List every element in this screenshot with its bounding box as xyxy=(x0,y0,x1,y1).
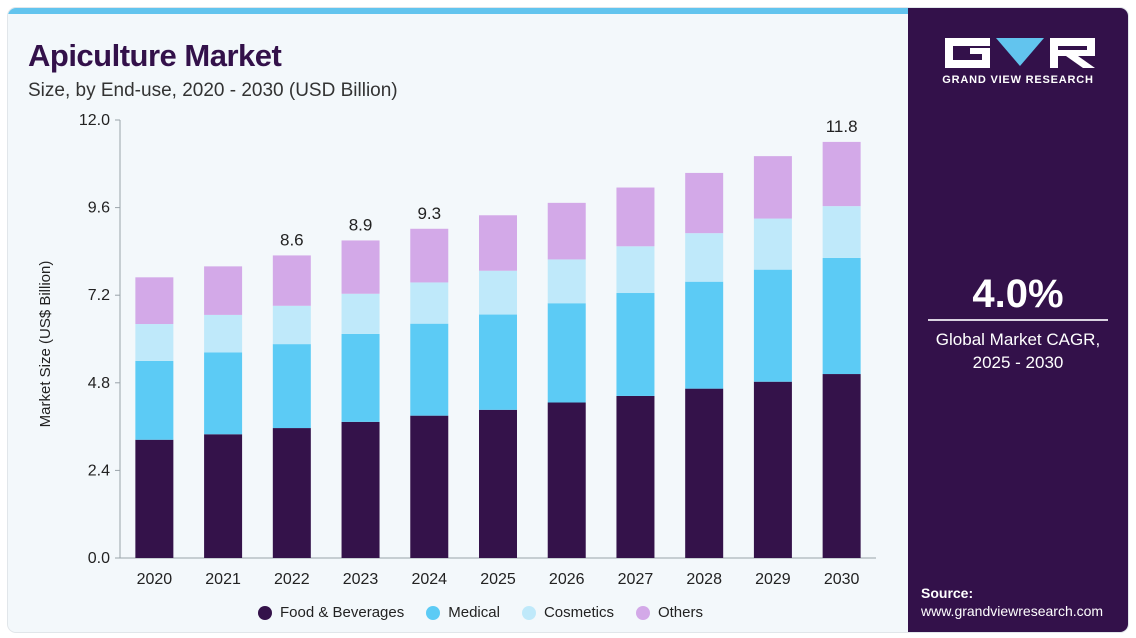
stacked-bar-chart: Market Size (US$ Billion) 0.0 2.4 4.8 7.2 9.… xyxy=(37,112,876,588)
bar-segment-others-2021 xyxy=(204,266,243,315)
bar-segment-cosmetics-2030 xyxy=(822,206,861,258)
x-tick-label: 2021 xyxy=(205,571,241,588)
bar-segment-food-beverages-2030 xyxy=(822,374,861,558)
legend-item-medical: Medical xyxy=(426,604,500,621)
bar-segment-cosmetics-2021 xyxy=(204,314,243,353)
x-tick-label: 2023 xyxy=(343,571,379,588)
bar-segment-medical-2020 xyxy=(135,360,174,440)
x-tick-label: 2022 xyxy=(274,571,310,588)
bar-segment-cosmetics-2023 xyxy=(341,293,380,334)
bar-segment-medical-2025 xyxy=(479,314,517,410)
x-tick-label: 2028 xyxy=(686,571,722,588)
bar-segment-food-beverages-2021 xyxy=(204,434,243,558)
y-axis-title: Market Size (US$ Billion) xyxy=(37,261,54,428)
x-tick-label: 2025 xyxy=(480,571,516,588)
accent-strip xyxy=(8,8,908,14)
bar-segment-medical-2024 xyxy=(410,323,449,416)
bar-segment-others-2022 xyxy=(272,255,311,306)
source-label: Source: xyxy=(921,585,974,601)
bar-segment-food-beverages-2025 xyxy=(479,409,517,558)
bar-segment-others-2027 xyxy=(616,187,655,247)
bar-segment-medical-2023 xyxy=(341,333,380,422)
info-panel: GRAND VIEW RESEARCH 4.0% Global Market C… xyxy=(908,8,1128,632)
bar-segment-food-beverages-2026 xyxy=(547,402,586,558)
bar-segment-others-2030 xyxy=(822,141,861,207)
x-tick-label: 2030 xyxy=(824,571,860,588)
bar-segment-cosmetics-2026 xyxy=(547,259,586,304)
source-url: www.grandviewresearch.com xyxy=(921,603,1104,619)
cagr-label-line1: Global Market CAGR, xyxy=(935,330,1101,349)
cagr-label-line2: 2025 - 2030 xyxy=(972,353,1064,372)
chart-title: Apiculture Market xyxy=(28,38,282,73)
data-label-2030: 11.8 xyxy=(826,117,858,136)
legend-label-others: Others xyxy=(657,604,703,621)
legend-label-food-beverages: Food & Beverages xyxy=(280,604,405,621)
legend-label-cosmetics: Cosmetics xyxy=(543,604,614,621)
cagr-divider xyxy=(928,319,1108,321)
legend-swatch-food-beverages xyxy=(258,605,272,620)
bar-segment-medical-2021 xyxy=(204,352,243,435)
x-tick-label: 2029 xyxy=(755,571,791,588)
bar-segment-food-beverages-2029 xyxy=(753,381,792,558)
bar-segment-food-beverages-2024 xyxy=(410,415,449,558)
data-label-2023: 8.9 xyxy=(349,215,373,234)
bar-segment-others-2026 xyxy=(547,202,586,260)
bar-segment-cosmetics-2024 xyxy=(410,282,449,324)
bar-segment-medical-2030 xyxy=(822,257,861,375)
bar-segment-medical-2027 xyxy=(616,293,655,396)
bar-segment-cosmetics-2029 xyxy=(753,218,792,270)
y-tick-label: 4.8 xyxy=(88,375,110,392)
legend-item-others: Others xyxy=(635,604,703,621)
bar-segment-others-2028 xyxy=(685,172,724,234)
cagr-value: 4.0% xyxy=(972,272,1064,316)
x-tick-label: 2024 xyxy=(411,571,447,588)
legend-label-medical: Medical xyxy=(448,604,500,621)
bar-segment-food-beverages-2023 xyxy=(341,421,380,558)
x-tick-label: 2026 xyxy=(549,571,585,588)
bar-segment-food-beverages-2022 xyxy=(272,428,311,558)
data-label-2024: 9.3 xyxy=(417,204,441,223)
bar-segment-others-2024 xyxy=(410,228,449,283)
legend-swatch-medical xyxy=(426,605,441,620)
bar-segment-medical-2028 xyxy=(685,281,724,389)
bar-segment-food-beverages-2020 xyxy=(135,439,174,558)
bar-segment-cosmetics-2025 xyxy=(479,270,517,315)
x-tick-label: 2020 xyxy=(137,571,173,588)
bar-segment-medical-2029 xyxy=(753,269,792,382)
legend-item-cosmetics: Cosmetics xyxy=(521,604,614,621)
y-tick-label: 2.4 xyxy=(88,462,110,479)
bar-segment-cosmetics-2028 xyxy=(685,233,724,282)
bar-segment-food-beverages-2028 xyxy=(685,388,724,558)
bar-segment-cosmetics-2022 xyxy=(272,305,311,345)
bar-segment-cosmetics-2027 xyxy=(616,246,655,294)
chart-panel: Apiculture Market Size, by End-use, 2020… xyxy=(8,14,908,632)
cagr-label: Global Market CAGR, 2025 - 2030 xyxy=(908,328,1128,374)
chart-legend: Food & Beverages Medical Cosmetics Other… xyxy=(258,604,703,621)
y-tick-label: 7.2 xyxy=(88,287,110,304)
legend-swatch-cosmetics xyxy=(521,605,536,620)
chart-subtitle: Size, by End-use, 2020 - 2030 (USD Billi… xyxy=(28,80,398,101)
legend-item-food-beverages: Food & Beverages xyxy=(258,604,404,621)
chart-card: Apiculture Market Size, by End-use, 2020… xyxy=(8,8,1128,632)
bar-segment-others-2023 xyxy=(341,240,380,294)
gvr-logo-icon xyxy=(945,38,1095,68)
bar-segment-food-beverages-2027 xyxy=(616,395,655,558)
bar-segment-others-2020 xyxy=(135,277,174,325)
legend-swatch-others xyxy=(635,605,650,620)
bar-segment-medical-2026 xyxy=(547,303,586,403)
bar-segment-others-2025 xyxy=(479,215,517,271)
y-tick-label: 9.6 xyxy=(88,200,110,217)
x-tick-label: 2027 xyxy=(618,571,654,588)
brand-name: GRAND VIEW RESEARCH xyxy=(942,74,1094,86)
y-tick-label: 12.0 xyxy=(79,112,110,129)
bar-segment-medical-2022 xyxy=(272,344,311,429)
data-label-2022: 8.6 xyxy=(280,230,304,249)
bar-segment-others-2029 xyxy=(753,156,792,219)
y-tick-label: 0.0 xyxy=(88,550,110,567)
bar-segment-cosmetics-2020 xyxy=(135,324,174,361)
